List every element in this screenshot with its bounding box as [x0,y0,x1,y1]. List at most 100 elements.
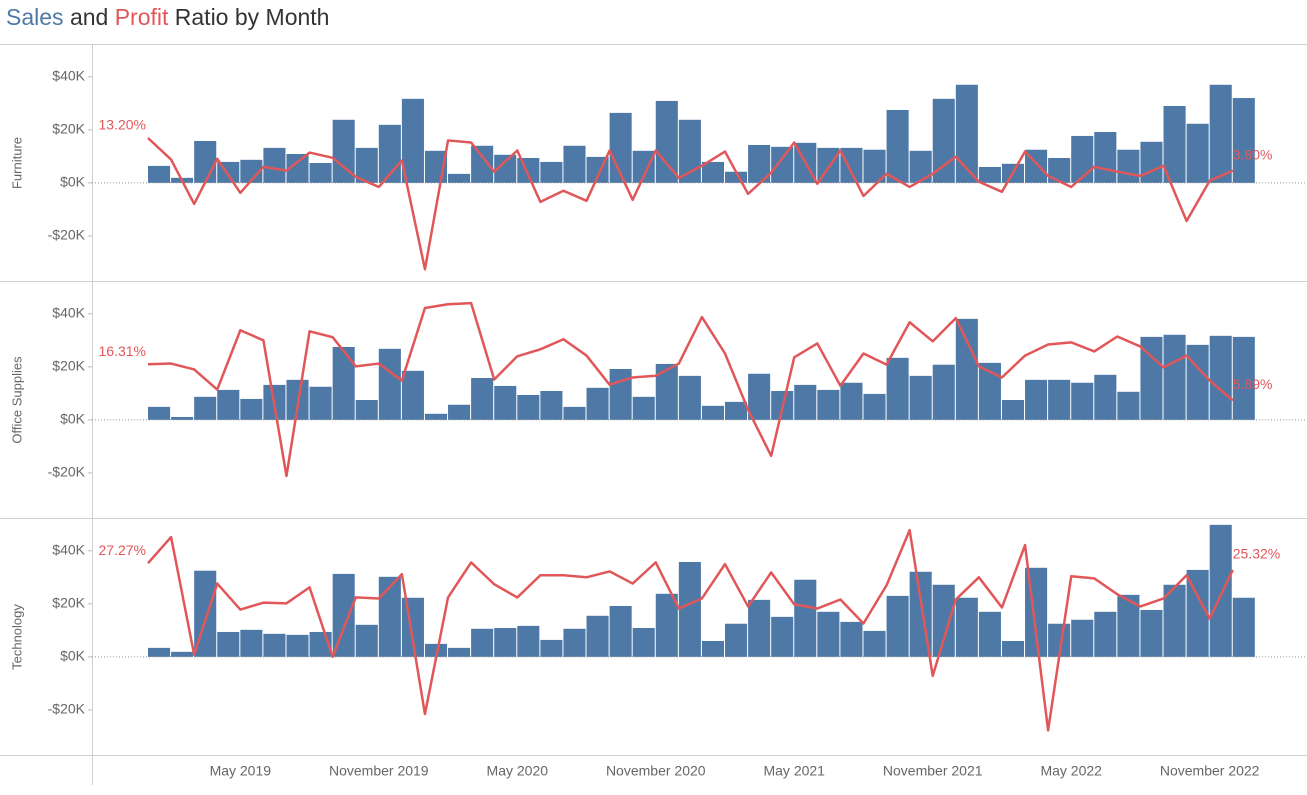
bar [609,112,632,183]
bar [586,387,609,420]
bar [1140,336,1163,420]
bar [471,377,494,420]
bar [978,362,1001,420]
bar [609,605,632,657]
bar [817,389,840,420]
profit-ratio-line [147,528,1234,732]
bar [655,100,678,183]
bar [286,634,309,657]
bar [586,615,609,657]
bar [1232,597,1255,657]
x-tick-label: May 2020 [487,763,549,779]
bar [678,119,701,183]
bar [771,616,794,657]
y-tick-label: $0K [60,648,86,664]
y-tick-label: -$20K [48,464,86,480]
title-part: and [69,4,109,30]
x-tick-label: May 2022 [1040,763,1102,779]
bar [1186,123,1209,183]
bar [217,389,240,420]
bar [194,396,217,420]
bar [540,390,563,420]
bar [863,149,886,183]
bar [909,150,932,183]
bar [240,159,263,183]
bar [148,165,171,183]
bar [1094,131,1117,183]
bar [471,628,494,657]
data-label: 5.89% [1233,376,1273,392]
bar [1001,400,1025,420]
bar [1071,382,1094,420]
bar [886,357,909,420]
bar [540,161,563,183]
bar [494,627,517,657]
bar [886,595,909,657]
bar [148,647,171,657]
bar [194,140,217,183]
bar [771,146,794,183]
bar [355,624,378,657]
bar [678,561,701,657]
bar [424,413,448,420]
x-tick-label: November 2020 [606,763,706,779]
bar [1048,379,1071,420]
bar [725,401,748,420]
bar [1186,569,1209,657]
y-tick-label: $0K [60,174,86,190]
bar [332,346,355,420]
bar [355,400,378,420]
bar [148,406,171,420]
chart-title: Sales and Profit Ratio by Month [6,4,329,31]
bar [563,145,586,183]
bar [1048,623,1071,657]
bar [1209,524,1232,657]
bar [263,147,286,183]
bar [1001,640,1025,657]
bar [701,161,724,183]
row-label: Office Supplies [9,356,24,444]
row-label: Furniture [9,137,24,189]
data-label: 13.20% [99,117,146,133]
bar [1094,374,1117,420]
bar [725,171,748,183]
row-label: Technology [9,604,24,670]
profit-ratio-line [147,301,1234,478]
y-tick-label: -$20K [48,701,86,717]
bar [678,375,701,420]
y-tick-label: $20K [52,358,85,374]
bar [1071,619,1094,657]
bar [240,398,263,420]
bar [401,98,424,183]
x-tick-label: May 2019 [210,763,272,779]
bar [1094,611,1117,657]
x-tick-label: November 2019 [329,763,429,779]
bar [424,643,448,657]
bar [1140,141,1163,183]
bar [448,404,471,420]
bar [932,364,955,420]
data-label: 16.31% [99,343,146,359]
bar [701,405,724,420]
bar [332,573,355,657]
bar [1232,98,1255,183]
bar [517,625,540,657]
y-tick-label: $40K [52,305,85,321]
bar [955,84,978,183]
bar [840,147,863,183]
data-label: 3.80% [1233,146,1273,162]
bar [240,629,263,657]
bar [609,368,632,420]
bar [909,375,932,420]
bar [817,611,840,657]
data-label: 27.27% [99,542,146,558]
bar [448,173,471,183]
bar [471,145,494,183]
bar [655,593,678,657]
bar [378,576,401,657]
bar [1163,584,1186,657]
bar [355,147,378,183]
bar [309,386,332,420]
x-tick-label: May 2021 [763,763,825,779]
bar [1163,105,1186,183]
